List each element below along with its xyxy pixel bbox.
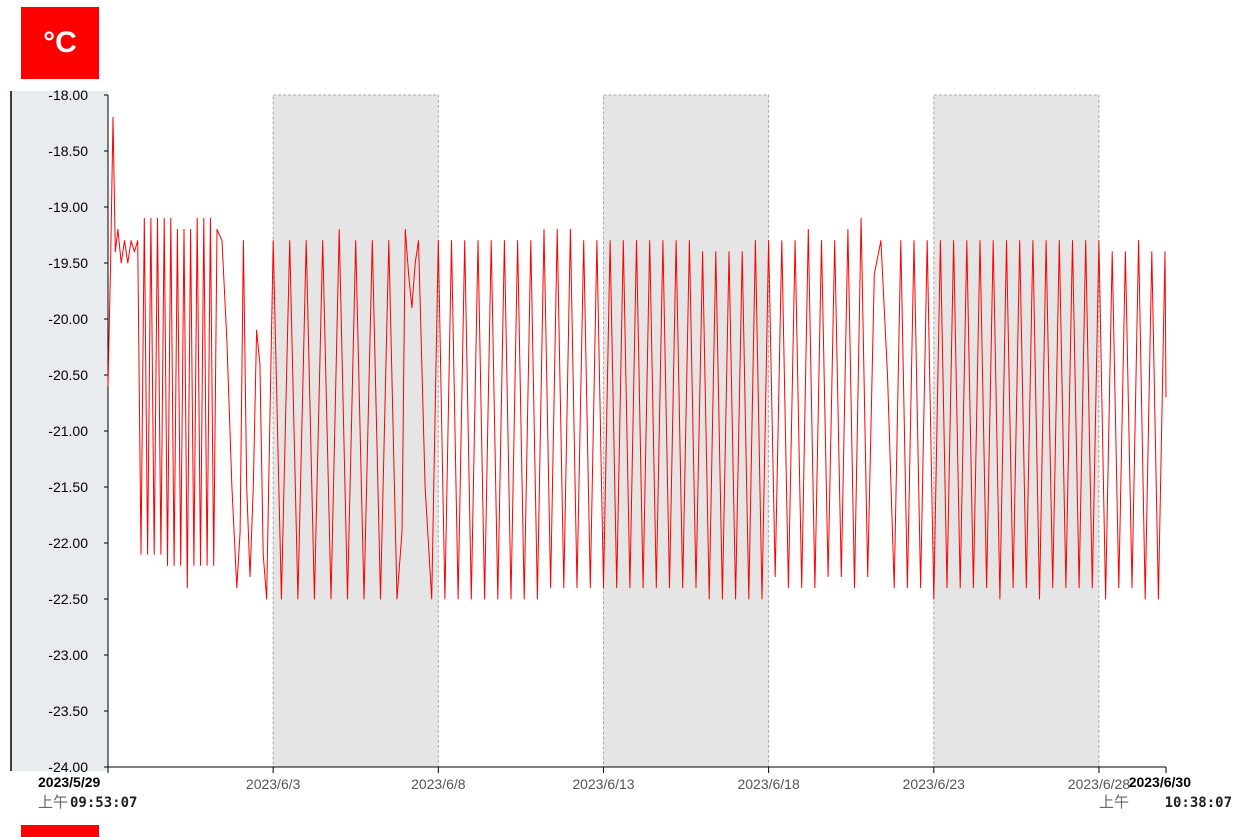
x-tick-label: 2023/6/23 (903, 776, 965, 792)
y-tick-label: -19.50 (48, 255, 88, 271)
x-tick-label: 2023/6/18 (737, 776, 799, 792)
x-tick-label: 2023/6/8 (411, 776, 466, 792)
shaded-band-1 (272, 94, 439, 768)
x-axis-ticks: 2023/6/3 2023/6/8 2023/6/13 2023/6/18 2023/6… (107, 767, 1167, 792)
x-tick-label: 2023/6/13 (572, 776, 634, 792)
y-tick-label: -18.00 (48, 87, 88, 103)
end-date-label: 2023/6/30 (1129, 774, 1191, 790)
end-time-label: 10:38:07 (1165, 795, 1232, 811)
x-tick-label: 2023/6/28 (1068, 776, 1130, 792)
end-ampm-label: 上午 (1099, 793, 1129, 811)
start-date-label: 2023/5/29 (38, 774, 100, 790)
y-tick-label: -22.00 (48, 535, 88, 551)
y-tick-label: -22.50 (48, 591, 88, 607)
start-ampm-label: 上午 (38, 793, 68, 811)
y-tick-label: -23.00 (48, 647, 88, 663)
y-tick-label: -18.50 (48, 143, 88, 159)
y-tick-label: -24.00 (48, 759, 88, 775)
unit-badge: °C (21, 7, 99, 79)
y-tick-label: -21.00 (48, 423, 88, 439)
temperature-line (107, 116, 1167, 600)
y-tick-label: -21.50 (48, 479, 88, 495)
x-tick-label: 2023/6/3 (246, 776, 301, 792)
y-axis-ticks: -18.00 -18.50 -19.00 -19.50 -20.00 -20.50 -21.… (48, 87, 108, 775)
footer-badge (21, 825, 99, 837)
y-tick-label: -20.00 (48, 311, 88, 327)
y-axis-panel (10, 91, 108, 771)
shaded-bands (272, 94, 1100, 768)
y-axis-panel-bg (11, 91, 108, 771)
start-time-label: 09:53:07 (70, 795, 137, 811)
y-tick-label: -23.50 (48, 703, 88, 719)
y-tick-label: -19.00 (48, 199, 88, 215)
y-tick-label: -20.50 (48, 367, 88, 383)
